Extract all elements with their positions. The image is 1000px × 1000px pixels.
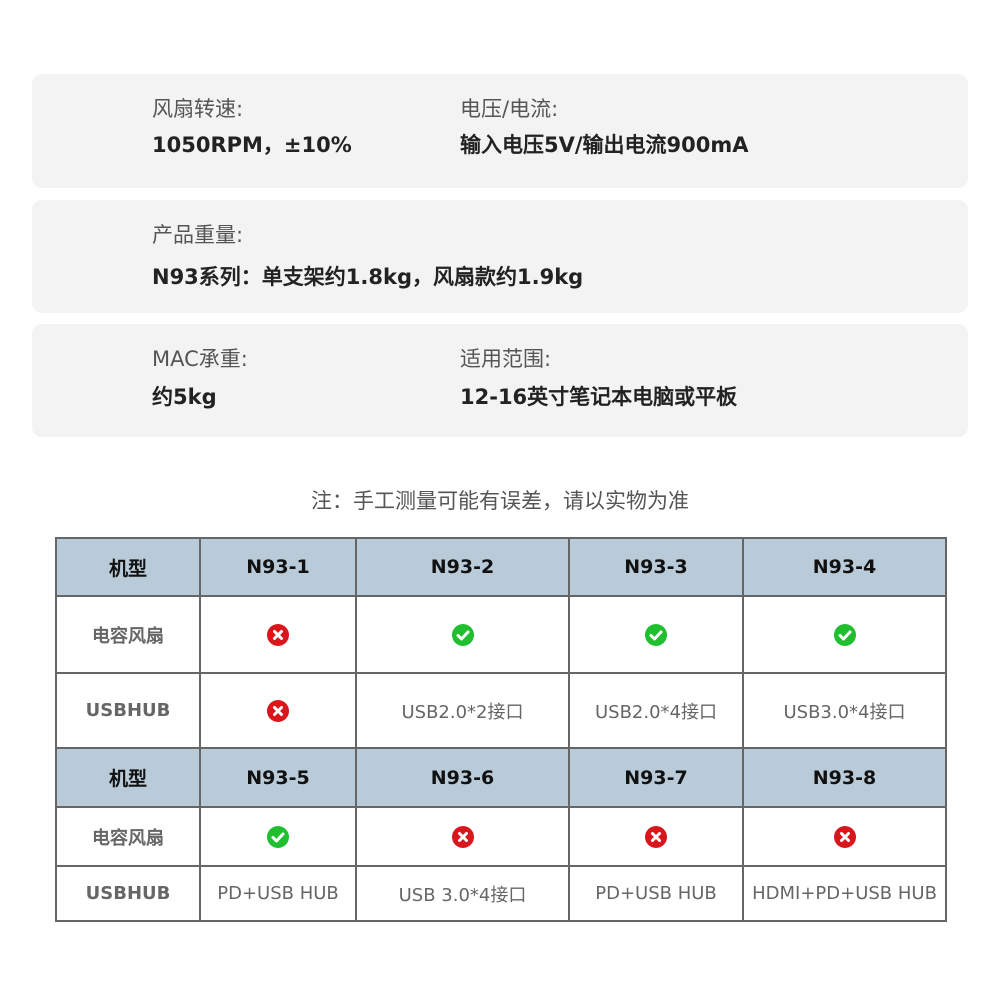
table-cell: USB2.0*2接口 bbox=[355, 672, 570, 749]
table-cell bbox=[742, 595, 947, 674]
model-name: N93-7 bbox=[568, 747, 744, 808]
table-header-row: 机型 N93-1 N93-2 N93-3 N93-4 bbox=[55, 537, 947, 597]
spec-load: MAC承重: 约5kg bbox=[152, 346, 248, 410]
spec-weight: 产品重量: N93系列：单支架约1.8kg，风扇款约1.9kg bbox=[152, 222, 583, 290]
spec-fan-speed: 风扇转速: 1050RPM，±10% bbox=[152, 96, 352, 158]
spec-label: 风扇转速: bbox=[152, 97, 244, 121]
table-cell bbox=[199, 595, 357, 674]
table-cell: USB2.0*4接口 bbox=[568, 672, 744, 749]
model-name: N93-3 bbox=[568, 537, 744, 597]
check-icon bbox=[645, 623, 667, 646]
cross-icon bbox=[451, 825, 474, 848]
spec-value: 1050RPM，±10% bbox=[152, 133, 352, 157]
model-name: N93-2 bbox=[355, 537, 570, 597]
row-label: 机型 bbox=[55, 747, 201, 808]
table-row: USBHUB PD+USB HUB USB 3.0*4接口 PD+USB HUB HDM… bbox=[55, 865, 947, 922]
check-icon bbox=[833, 623, 856, 646]
spec-card-weight: 产品重量: N93系列：单支架约1.8kg，风扇款约1.9kg bbox=[32, 200, 968, 313]
check-icon bbox=[451, 623, 474, 646]
model-name: N93-6 bbox=[355, 747, 570, 808]
table-cell bbox=[355, 595, 570, 674]
table-cell: USB3.0*4接口 bbox=[742, 672, 947, 749]
spec-value: 输入电压5V/输出电流900mA bbox=[460, 133, 749, 157]
measurement-note: 注：手工测量可能有误差，请以实物为准 bbox=[311, 489, 689, 513]
table-cell: PD+USB HUB bbox=[568, 865, 744, 922]
table-cell bbox=[199, 672, 357, 749]
cross-icon bbox=[267, 623, 289, 646]
model-name: N93-5 bbox=[199, 747, 357, 808]
row-label: 机型 bbox=[55, 537, 201, 597]
row-label: USBHUB bbox=[55, 865, 201, 922]
cross-icon bbox=[833, 825, 856, 848]
spec-card-fan-power: 风扇转速: 1050RPM，±10% 电压/电流: 输入电压5V/输出电流900… bbox=[32, 74, 968, 188]
table-cell bbox=[199, 806, 357, 867]
model-comparison-table: 机型 N93-1 N93-2 N93-3 N93-4 电容风扇 USBHUB USB2.0*2… bbox=[55, 537, 947, 922]
row-label: 电容风扇 bbox=[55, 595, 201, 674]
spec-value: 约5kg bbox=[152, 385, 217, 409]
row-label: 电容风扇 bbox=[55, 806, 201, 867]
cross-icon bbox=[645, 825, 667, 848]
spec-label: 产品重量: bbox=[152, 223, 244, 247]
spec-label: 电压/电流: bbox=[460, 97, 559, 121]
table-row: 电容风扇 bbox=[55, 806, 947, 867]
table-cell: HDMI+PD+USB HUB bbox=[742, 865, 947, 922]
row-label: USBHUB bbox=[55, 672, 201, 749]
spec-range: 适用范围: 12-16英寸笔记本电脑或平板 bbox=[460, 346, 737, 410]
spec-label: MAC承重: bbox=[152, 347, 248, 371]
table-cell bbox=[742, 806, 947, 867]
check-icon bbox=[267, 825, 289, 848]
table-cell bbox=[355, 806, 570, 867]
table-cell: USB 3.0*4接口 bbox=[355, 865, 570, 922]
table-cell: PD+USB HUB bbox=[199, 865, 357, 922]
spec-value: N93系列：单支架约1.8kg，风扇款约1.9kg bbox=[152, 265, 584, 289]
spec-card-load-range: MAC承重: 约5kg 适用范围: 12-16英寸笔记本电脑或平板 bbox=[32, 324, 968, 437]
table-cell bbox=[568, 595, 744, 674]
cross-icon bbox=[267, 699, 289, 722]
spec-label: 适用范围: bbox=[460, 347, 552, 371]
spec-voltage-current: 电压/电流: 输入电压5V/输出电流900mA bbox=[460, 96, 749, 158]
table-row: USBHUB USB2.0*2接口 USB2.0*4接口 USB3.0*4接口 bbox=[55, 672, 947, 749]
table-header-row: 机型 N93-5 N93-6 N93-7 N93-8 bbox=[55, 747, 947, 808]
model-name: N93-4 bbox=[742, 537, 947, 597]
table-cell bbox=[568, 806, 744, 867]
table-row: 电容风扇 bbox=[55, 595, 947, 674]
model-name: N93-8 bbox=[742, 747, 947, 808]
model-name: N93-1 bbox=[199, 537, 357, 597]
spec-value: 12-16英寸笔记本电脑或平板 bbox=[460, 385, 738, 409]
